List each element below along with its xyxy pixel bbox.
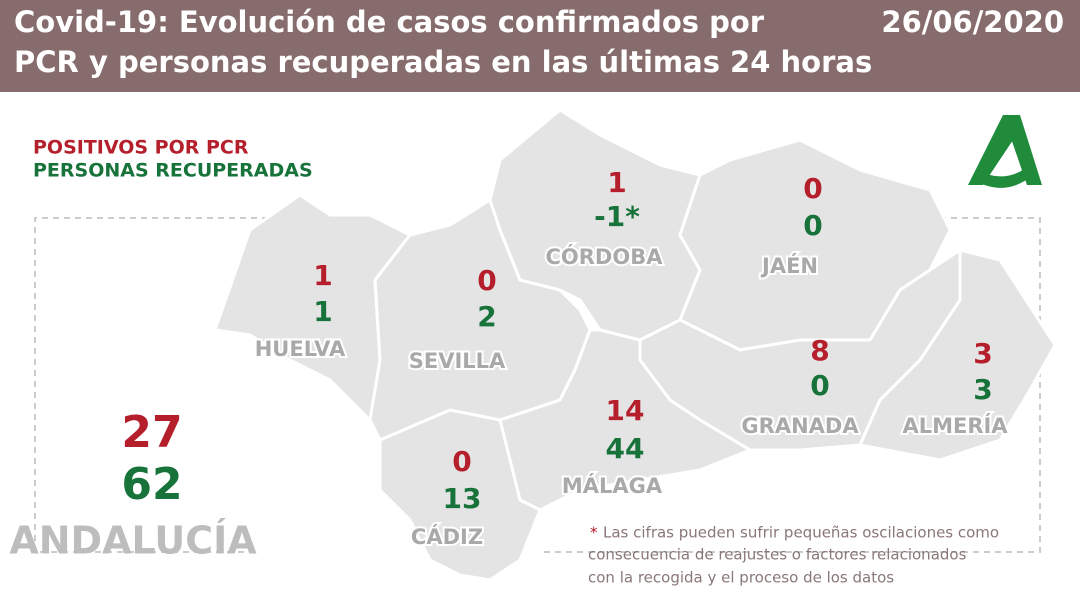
total-name: ANDALUCÍA [9,519,257,563]
province-name: CÓRDOBA [546,244,664,269]
note-line: con la recogida y el proceso de los dato… [588,569,894,587]
note-mark: * [590,524,598,542]
recovered-count: 13 [443,482,482,515]
frame [540,217,1041,553]
province-shape [378,408,542,582]
logo-shape [968,115,1013,185]
positives-count: 1 [313,259,332,292]
recovered-count: 1 [313,295,332,328]
note-line: consecuencia de reajustes o factores rel… [588,546,967,564]
positives-count: 0 [452,445,471,478]
positives-count: 0 [477,264,496,297]
province-shape [857,248,1057,462]
recovered-count: 0 [803,209,822,242]
legend-positives: POSITIVOS POR PCR [33,137,249,159]
province-name: CÁDIZ [411,524,483,549]
frame [34,217,290,553]
positives-count: 1 [607,166,626,199]
title-line: Covid-19: Evolución de casos confirmados… [14,5,765,39]
positives-count: 14 [606,394,645,427]
recovered-count: 0 [810,369,829,402]
recovered-count: 3 [973,373,992,406]
positives-count: 0 [803,172,822,205]
header-band [0,0,1080,92]
province-name: MÁLAGA [562,473,663,498]
legend-recovered: PERSONAS RECUPERADAS [33,160,313,182]
map [212,108,1057,582]
province-name: SEVILLA [409,349,506,373]
recovered-count: -1* [594,200,640,233]
province-name: JAÉN [760,253,818,278]
logo-shape [974,165,1033,188]
date: 26/06/2020 [881,5,1064,39]
positives-count: 3 [973,337,992,370]
recovered-count: 44 [606,432,645,465]
total-recovered: 62 [121,459,182,510]
logo [968,115,1042,188]
note-line: Las cifras pueden sufrir pequeñas oscila… [603,524,999,542]
total-positives: 27 [121,407,182,458]
recovered-count: 2 [477,300,496,333]
province-name: ALMERÍA [902,413,1008,438]
positives-count: 8 [810,334,829,367]
logo-shape [1003,115,1042,185]
title-line: PCR y personas recuperadas en las última… [14,45,872,79]
province-name: GRANADA [741,414,859,438]
province-name: HUELVA [255,337,346,361]
